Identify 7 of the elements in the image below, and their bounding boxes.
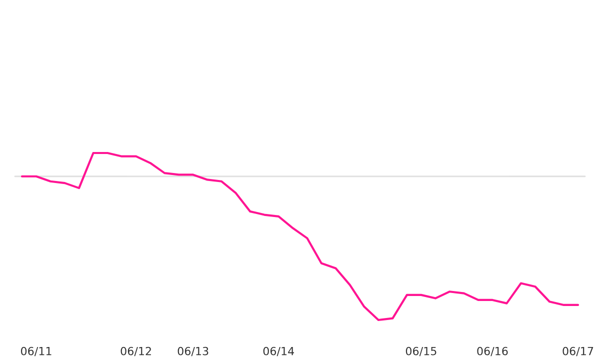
x-tick-label: 06/16 <box>477 346 508 356</box>
x-tick-label: 06/12 <box>120 346 151 356</box>
x-tick-label: 06/17 <box>562 346 594 356</box>
x-tick-label: 06/14 <box>263 346 294 356</box>
x-tick-label: 06/13 <box>178 346 208 356</box>
x-tick-label: 06/11 <box>20 346 52 356</box>
x-tick-label: 06/15 <box>406 346 436 356</box>
